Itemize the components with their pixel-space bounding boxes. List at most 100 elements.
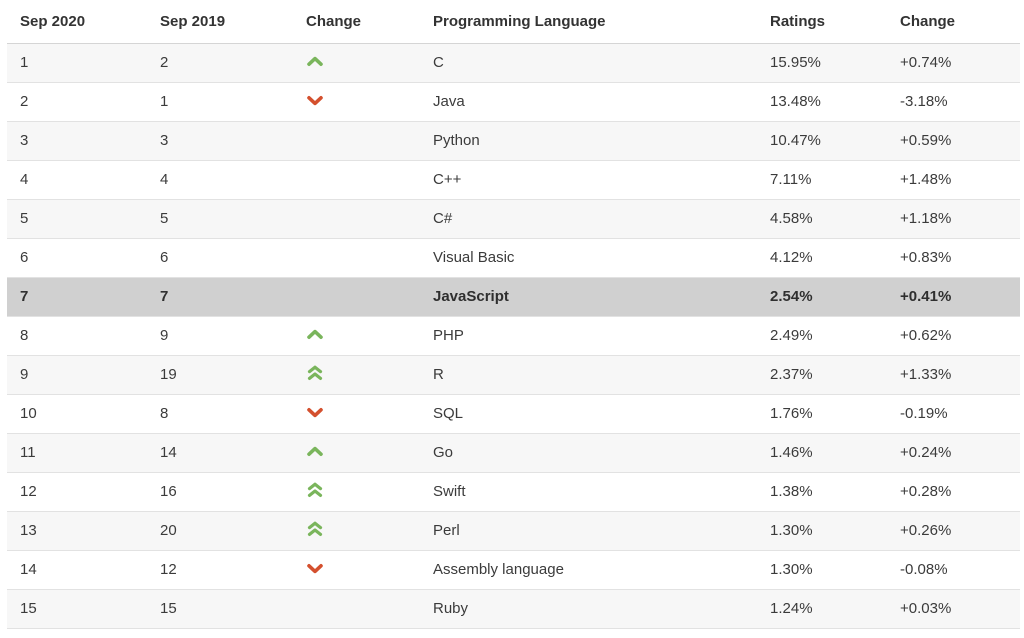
rank-2019-cell: 3 xyxy=(147,121,293,161)
rank-2020-cell: 12 xyxy=(7,472,147,512)
table-header: Sep 2020 Sep 2019 Change Programming Lan… xyxy=(7,0,1020,44)
table-body: 1 2 C 15.95% +0.74% 2 1 Java 13.48% -3.1… xyxy=(7,43,1020,629)
ratings-change-cell: +1.48% xyxy=(887,160,1020,200)
position-change-cell xyxy=(293,355,420,395)
position-change-cell xyxy=(293,43,420,83)
table-row: 3 3 Python 10.47% +0.59% xyxy=(7,121,1020,161)
table-row: 8 9 PHP 2.49% +0.62% xyxy=(7,316,1020,356)
rank-2019-cell: 6 xyxy=(147,238,293,278)
ratings-change-cell: +0.41% xyxy=(887,277,1020,317)
table-row: 10 8 SQL 1.76% -0.19% xyxy=(7,394,1020,434)
ratings-change-cell: +0.74% xyxy=(887,43,1020,83)
ratings-cell: 1.24% xyxy=(757,589,887,629)
rank-2020-cell: 3 xyxy=(7,121,147,161)
language-cell: C# xyxy=(420,199,757,239)
ratings-change-cell: +0.28% xyxy=(887,472,1020,512)
language-cell: Ruby xyxy=(420,589,757,629)
rank-2019-cell: 16 xyxy=(147,472,293,512)
rank-2020-cell: 8 xyxy=(7,316,147,356)
ratings-cell: 7.11% xyxy=(757,160,887,200)
table-row: 12 16 Swift 1.38% +0.28% xyxy=(7,472,1020,512)
rank-2019-cell: 7 xyxy=(147,277,293,317)
ratings-change-cell: +0.24% xyxy=(887,433,1020,473)
rank-2019-cell: 12 xyxy=(147,550,293,590)
table-row: 7 7 JavaScript 2.54% +0.41% xyxy=(7,277,1020,317)
chevron-double-up-icon xyxy=(306,521,324,537)
language-cell: Assembly language xyxy=(420,550,757,590)
ratings-change-cell: +0.03% xyxy=(887,589,1020,629)
ratings-cell: 2.49% xyxy=(757,316,887,356)
table-row: 13 20 Perl 1.30% +0.26% xyxy=(7,511,1020,551)
language-cell: C xyxy=(420,43,757,83)
table-row: 14 12 Assembly language 1.30% -0.08% xyxy=(7,550,1020,590)
ratings-cell: 1.30% xyxy=(757,550,887,590)
language-cell: Perl xyxy=(420,511,757,551)
language-cell: Java xyxy=(420,82,757,122)
ratings-cell: 10.47% xyxy=(757,121,887,161)
language-cell: R xyxy=(420,355,757,395)
rank-2020-cell: 10 xyxy=(7,394,147,434)
chevron-up-icon xyxy=(306,56,324,67)
ratings-change-cell: +1.33% xyxy=(887,355,1020,395)
chevron-up-icon xyxy=(306,329,324,340)
rank-2020-cell: 1 xyxy=(7,43,147,83)
table-row: 5 5 C# 4.58% +1.18% xyxy=(7,199,1020,239)
chevron-double-up-icon xyxy=(306,482,324,498)
ratings-change-cell: -3.18% xyxy=(887,82,1020,122)
rank-2019-cell: 9 xyxy=(147,316,293,356)
header-row: Sep 2020 Sep 2019 Change Programming Lan… xyxy=(7,0,1020,44)
table-row: 11 14 Go 1.46% +0.24% xyxy=(7,433,1020,473)
language-cell: Go xyxy=(420,433,757,473)
position-change-cell xyxy=(293,121,420,161)
chevron-down-icon xyxy=(306,563,324,574)
header-ratings: Ratings xyxy=(757,0,887,44)
rank-2019-cell: 1 xyxy=(147,82,293,122)
position-change-cell xyxy=(293,82,420,122)
ratings-cell: 15.95% xyxy=(757,43,887,83)
header-ratings-change: Change xyxy=(887,0,1020,44)
ratings-cell: 13.48% xyxy=(757,82,887,122)
position-change-cell xyxy=(293,433,420,473)
rank-2019-cell: 15 xyxy=(147,589,293,629)
rank-2020-cell: 5 xyxy=(7,199,147,239)
header-rank-2020: Sep 2020 xyxy=(7,0,147,44)
ratings-cell: 1.46% xyxy=(757,433,887,473)
ratings-cell: 1.76% xyxy=(757,394,887,434)
chevron-double-up-icon xyxy=(306,365,324,381)
table-row: 4 4 C++ 7.11% +1.48% xyxy=(7,160,1020,200)
table-row: 9 19 R 2.37% +1.33% xyxy=(7,355,1020,395)
header-position-change: Change xyxy=(293,0,420,44)
ratings-change-cell: +0.26% xyxy=(887,511,1020,551)
position-change-cell xyxy=(293,238,420,278)
ratings-cell: 4.12% xyxy=(757,238,887,278)
position-change-cell xyxy=(293,511,420,551)
table-row: 1 2 C 15.95% +0.74% xyxy=(7,43,1020,83)
rank-2019-cell: 2 xyxy=(147,43,293,83)
ratings-change-cell: +1.18% xyxy=(887,199,1020,239)
rank-2020-cell: 9 xyxy=(7,355,147,395)
position-change-cell xyxy=(293,199,420,239)
position-change-cell xyxy=(293,394,420,434)
chevron-down-icon xyxy=(306,407,324,418)
position-change-cell xyxy=(293,550,420,590)
language-cell: Swift xyxy=(420,472,757,512)
rank-2020-cell: 4 xyxy=(7,160,147,200)
table-row: 15 15 Ruby 1.24% +0.03% xyxy=(7,589,1020,629)
ratings-change-cell: +0.83% xyxy=(887,238,1020,278)
rank-2019-cell: 14 xyxy=(147,433,293,473)
rank-2020-cell: 14 xyxy=(7,550,147,590)
position-change-cell xyxy=(293,277,420,317)
ratings-cell: 2.54% xyxy=(757,277,887,317)
rank-2019-cell: 20 xyxy=(147,511,293,551)
table-row: 6 6 Visual Basic 4.12% +0.83% xyxy=(7,238,1020,278)
ratings-change-cell: -0.19% xyxy=(887,394,1020,434)
position-change-cell xyxy=(293,589,420,629)
rank-2020-cell: 13 xyxy=(7,511,147,551)
ratings-cell: 1.30% xyxy=(757,511,887,551)
rank-2019-cell: 4 xyxy=(147,160,293,200)
header-rank-2019: Sep 2019 xyxy=(147,0,293,44)
rank-2019-cell: 5 xyxy=(147,199,293,239)
ratings-cell: 2.37% xyxy=(757,355,887,395)
position-change-cell xyxy=(293,160,420,200)
